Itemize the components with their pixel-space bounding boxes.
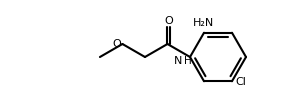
Text: O: O <box>113 39 122 49</box>
Text: H₂N: H₂N <box>193 18 215 28</box>
Text: N: N <box>173 56 182 66</box>
Text: H: H <box>184 56 191 66</box>
Text: O: O <box>165 16 173 26</box>
Text: Cl: Cl <box>235 77 246 87</box>
